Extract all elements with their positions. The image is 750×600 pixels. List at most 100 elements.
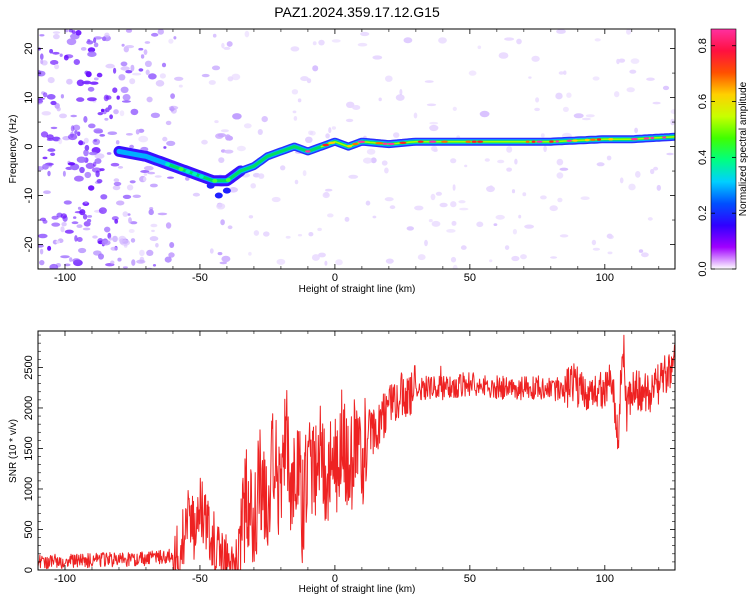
x-tick-label: -100 <box>54 272 76 284</box>
spectrogram-noise-cell <box>543 145 547 152</box>
spectrogram-noise-cell <box>157 212 168 216</box>
spectrogram-noise-cell <box>324 260 328 266</box>
spectrogram-noise-cell <box>248 215 254 219</box>
spectrogram-noise-cell <box>486 185 495 193</box>
spectrogram-noise-cell <box>638 249 644 253</box>
ridge-hotspot <box>631 137 638 141</box>
spectrogram-noise-cell <box>169 242 175 248</box>
spectrogram-noise-cell <box>40 59 44 65</box>
spectrogram-noise-cell <box>143 173 148 176</box>
spectrogram-noise-cell <box>201 73 210 78</box>
spectrogram-noise-cell <box>40 53 44 60</box>
spectrogram-noise-cell <box>152 264 157 267</box>
spectrogram-noise-cell <box>413 112 418 119</box>
spectrogram-noise-cell <box>352 105 361 110</box>
spectrogram-noise-cell <box>163 146 167 149</box>
spectrogram-noise-cell <box>312 41 317 46</box>
spectrogram-noise-cell <box>618 58 626 63</box>
spectrogram-noise-cell <box>157 29 164 35</box>
spectrogram-noise-cell <box>138 47 144 51</box>
spectrogram-noise-cell <box>87 47 96 53</box>
spectrogram-noise-cell <box>297 98 302 103</box>
spectrogram-noise-cell <box>149 183 158 188</box>
spectrogram-y-label: Frequency (Hz) <box>8 115 19 184</box>
spectrogram-noise-cell <box>50 152 56 156</box>
ridge-hotspot <box>662 136 667 139</box>
colorbar-tick-label: 0.0 <box>697 261 709 276</box>
snr-frame <box>37 330 676 571</box>
spectrogram-noise-cell <box>64 263 71 267</box>
ridge-hotspot <box>428 140 437 143</box>
spectrogram-noise-cell <box>96 179 103 184</box>
spectrogram-noise-cell <box>173 36 177 40</box>
spectrogram-noise-cell <box>122 211 129 217</box>
spectrogram-noise-cell <box>164 256 172 263</box>
spectrogram-noise-cell <box>331 126 336 130</box>
spectrogram-noise-cell <box>94 129 104 134</box>
spectrogram-noise-cell <box>93 42 99 48</box>
spectrogram-noise-cell <box>140 54 145 59</box>
spectrogram-noise-cell <box>47 170 51 177</box>
spectrogram-noise-cell <box>250 183 256 189</box>
spectrogram-noise-cell <box>324 191 329 197</box>
spectrogram-noise-cell <box>144 60 152 67</box>
spectrogram-noise-cell <box>105 95 112 100</box>
spectrogram-noise-cell <box>162 136 168 142</box>
spectrogram-noise-cell <box>77 131 81 137</box>
spectrogram-noise-cell <box>614 91 620 98</box>
ridge-hotspot <box>477 140 484 143</box>
spectrogram-noise-cell <box>92 235 98 239</box>
ridge-hotspot <box>192 172 198 176</box>
spectrogram-noise-cell <box>223 46 231 50</box>
spectrogram-noise-cell <box>630 58 640 64</box>
y-tick-label: 2000 <box>23 396 35 420</box>
spectrogram-noise-cell <box>302 170 307 177</box>
spectrogram-noise-cell <box>629 69 637 74</box>
spectrogram-noise-cell <box>201 139 208 145</box>
spectrogram-noise-cell <box>131 72 142 76</box>
spectrogram-noise-cell <box>83 137 89 144</box>
spectrogram-noise-cell <box>63 200 72 205</box>
spectrogram-noise-cell <box>117 257 122 262</box>
spectrogram-noise-cell <box>125 133 133 136</box>
spectrogram-noise-cell <box>94 158 102 164</box>
ridge-hotspot <box>178 167 184 172</box>
spectrogram-noise-cell <box>130 64 135 72</box>
spectrogram-noise-cell <box>42 163 49 170</box>
snr-y-label: SNR (10 * v/v) <box>8 419 19 483</box>
spectrogram-noise-cell <box>151 32 159 37</box>
spectrogram-noise-cell <box>168 105 179 110</box>
spectrogram-noise-cell <box>79 166 85 174</box>
spectrogram-noise-cell <box>220 219 225 226</box>
spectrogram-noise-cell <box>71 30 76 34</box>
ridge-hotspot <box>525 140 530 143</box>
spectrogram-blob <box>222 187 231 194</box>
spectrogram-noise-cell <box>46 94 56 100</box>
spectrogram-noise-cell <box>670 109 675 115</box>
spectrogram-noise-cell <box>227 76 234 82</box>
spectrogram-noise-cell <box>540 133 545 138</box>
spectrogram-noise-cell <box>56 106 61 112</box>
ridge-hotspot <box>212 178 218 183</box>
ridge-hotspot <box>608 138 614 141</box>
ridge-hotspot <box>382 142 388 145</box>
spectrogram-noise-cell <box>308 232 314 237</box>
spectrogram-noise-cell <box>606 155 612 161</box>
spectrogram-noise-cell <box>40 131 49 138</box>
spectrogram-noise-cell <box>73 216 77 219</box>
spectrogram-noise-cell <box>50 126 58 130</box>
spectrogram-noise-cell <box>439 202 448 208</box>
spectrogram-noise-cell <box>87 39 91 43</box>
spectrogram-noise-cell <box>39 34 45 37</box>
colorbar-label: Normalized spectral amplitude <box>738 81 749 216</box>
spectrogram-noise-cell <box>105 228 109 233</box>
spectrogram-noise-cell <box>87 97 97 102</box>
spectrogram-noise-cell <box>155 243 159 248</box>
y-tick-label: 10 <box>23 91 35 103</box>
spectrogram-noise-cell <box>148 209 154 216</box>
spectrogram-noise-cell <box>372 55 383 60</box>
spectrogram-noise-cell <box>85 71 92 78</box>
ridge-hotspot <box>328 141 336 144</box>
spectrogram-noise-cell <box>100 194 108 200</box>
spectrogram-noise-cell <box>209 248 214 254</box>
